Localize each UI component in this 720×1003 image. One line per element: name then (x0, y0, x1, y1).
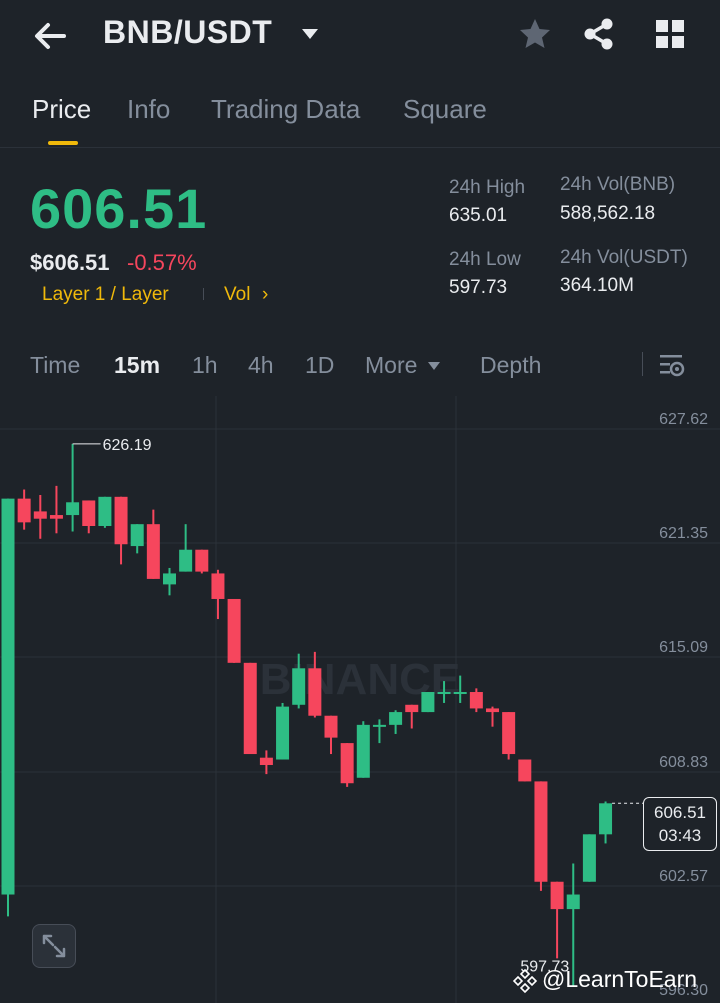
candlestick-chart[interactable]: BINANCE 627.62621.35615.09608.83602.5759… (0, 396, 720, 1003)
y-tick-label: 596.30 (659, 982, 708, 999)
interval-time[interactable]: Time (30, 352, 81, 378)
vol-base-label: 24h Vol(BNB) (560, 174, 676, 195)
high-low-markers: 626.19 597.73 (72, 437, 643, 976)
high-label: 24h High (449, 177, 526, 198)
tab-depth[interactable]: Depth (480, 352, 542, 378)
current-price-box: 606.51 03:43 (643, 797, 717, 851)
candles (1, 443, 613, 986)
vol-link[interactable]: Vol (224, 284, 251, 305)
tab-price[interactable]: Price (32, 94, 92, 124)
pair-title[interactable]: BNB/USDT (103, 14, 273, 50)
candle-body (179, 549, 193, 572)
interval-separator (642, 352, 643, 376)
candle-body (518, 759, 532, 782)
low-marker-label: 597.73 (520, 959, 569, 976)
candle-body (243, 662, 257, 755)
candle-body (469, 692, 483, 709)
grid-icon[interactable] (653, 18, 687, 50)
candle-body (98, 496, 112, 527)
interval-more[interactable]: More (365, 352, 418, 378)
candle-body (292, 668, 306, 705)
vol-base-value: 588,562.18 (560, 203, 656, 224)
axis-labels: 627.62 621.35 615.09 608.83 602.57 596.30 (659, 411, 708, 999)
y-tick-label: 602.57 (659, 868, 708, 885)
high-value: 635.01 (449, 205, 508, 226)
interval-1h[interactable]: 1h (192, 352, 218, 378)
candle-body (582, 834, 596, 882)
candle-body (308, 668, 322, 716)
last-price: 606.51 (30, 177, 208, 240)
candle-body (82, 500, 96, 527)
candle-body (453, 692, 467, 695)
expand-icon (42, 934, 66, 958)
interval-15m[interactable]: 15m (114, 352, 161, 378)
candle-body (33, 511, 47, 519)
candle-body (502, 712, 516, 755)
low-value: 597.73 (449, 277, 508, 298)
candle-body (486, 708, 499, 713)
candle-body (566, 894, 580, 910)
candle-body (146, 524, 160, 579)
tab-info[interactable]: Info (127, 94, 171, 124)
caret-down-icon[interactable] (300, 27, 320, 41)
tab-square[interactable]: Square (403, 94, 487, 124)
category-tag[interactable]: Layer 1 / Layer (42, 284, 169, 305)
candle-body (114, 496, 128, 545)
high-marker-label: 626.19 (103, 437, 152, 454)
candle-body (17, 498, 31, 523)
tabs-divider (0, 147, 720, 148)
candle-body (372, 724, 386, 727)
active-tab-indicator (48, 141, 78, 145)
candle-countdown: 03:43 (658, 826, 702, 845)
chart-settings-icon[interactable] (658, 352, 686, 378)
candle-body (49, 515, 63, 519)
interval-4h[interactable]: 4h (248, 352, 274, 378)
more-caret-icon[interactable] (427, 358, 441, 370)
y-tick-label: 615.09 (659, 639, 708, 656)
vol-quote-label: 24h Vol(USDT) (560, 247, 688, 268)
current-price-label: 606.51 (654, 803, 706, 822)
low-label: 24h Low (449, 249, 521, 270)
usd-price: $606.51 (30, 250, 110, 275)
y-tick-label: 621.35 (659, 525, 708, 542)
y-tick-label: 627.62 (659, 411, 708, 428)
candle-body (227, 598, 241, 663)
candle-body (534, 781, 548, 882)
candle-body (405, 704, 419, 713)
interval-1d[interactable]: 1D (305, 352, 335, 378)
creator-watermark: @LearnToEarn (542, 966, 698, 992)
candle-body (599, 803, 613, 835)
vol-quote-value: 364.10M (560, 275, 634, 296)
back-icon[interactable] (30, 20, 70, 52)
expand-chart-button[interactable] (32, 924, 76, 968)
tag-separator (203, 288, 204, 300)
candle-body (1, 498, 15, 895)
candle-body (421, 692, 435, 713)
candle-body (356, 724, 370, 778)
candle-body (389, 712, 403, 725)
tab-trading-data[interactable]: Trading Data (211, 94, 361, 124)
chevron-right-icon[interactable]: › (262, 284, 269, 305)
change-percent: -0.57% (127, 250, 197, 275)
candle-body (340, 743, 354, 784)
candle-body (324, 715, 338, 738)
binance-logo-icon (512, 968, 538, 994)
candle-body (66, 502, 80, 516)
candle-body (211, 573, 225, 599)
candle-body (437, 692, 451, 695)
candle-body (259, 757, 273, 765)
candle-body (195, 549, 209, 572)
y-tick-label: 608.83 (659, 754, 708, 771)
candle-body (130, 524, 144, 547)
share-icon[interactable] (582, 17, 616, 51)
star-icon[interactable] (518, 17, 552, 51)
candle-body (550, 881, 564, 910)
candle-body (163, 573, 176, 585)
candle-body (276, 706, 290, 760)
